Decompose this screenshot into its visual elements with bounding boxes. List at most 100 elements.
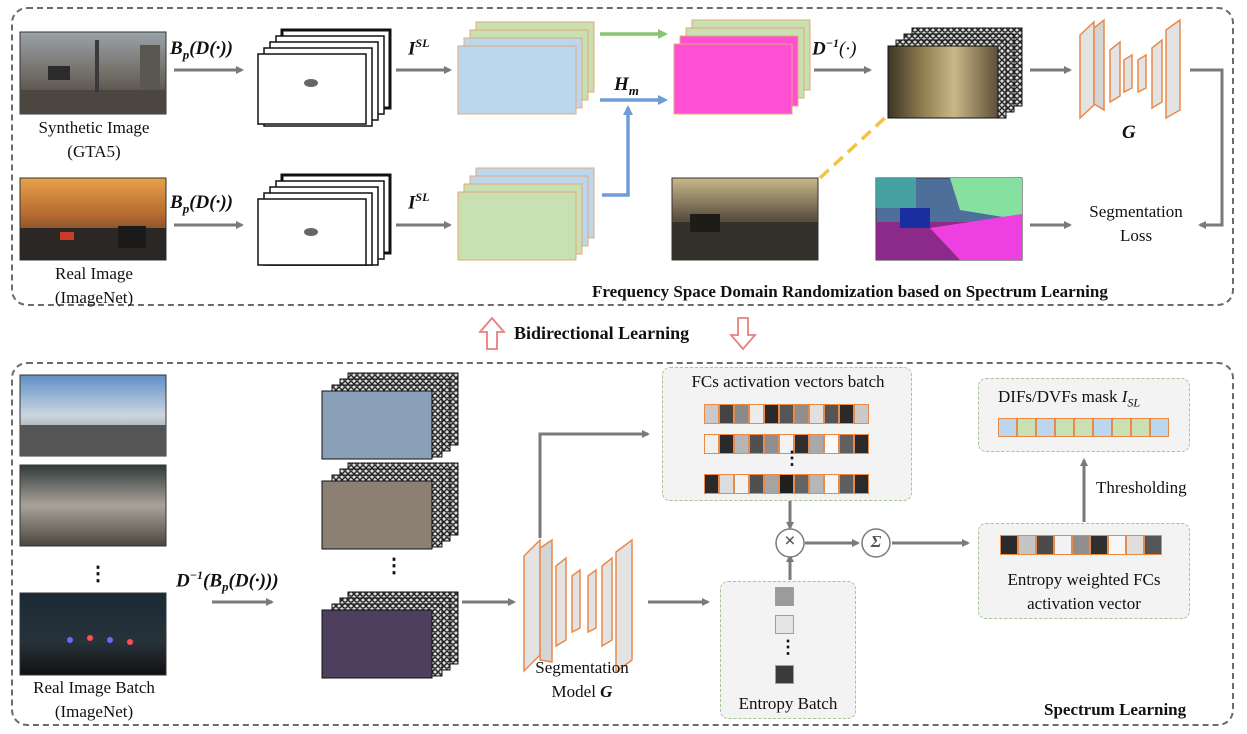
entropy-vector [775, 587, 795, 687]
op-full-rest-1: (B [203, 570, 223, 592]
entropy-cell [775, 587, 794, 606]
op-isl-symbol: I [408, 38, 416, 60]
synthetic-image-label: Synthetic Image (GTA5) [14, 116, 174, 164]
vector-cell [704, 434, 719, 454]
vector-cell [1072, 535, 1090, 555]
vector-cell [1090, 535, 1108, 555]
randomized-maps [673, 19, 811, 115]
seg-model-line2: Model G [512, 680, 652, 704]
vector-cell [824, 434, 839, 454]
vector-cell [779, 434, 794, 454]
op-full-rest-2: (D(·))) [228, 570, 279, 592]
op-full-sup: −1 [189, 568, 204, 582]
model-g-top [1079, 18, 1181, 120]
op-dinv-symbol: D [812, 38, 826, 60]
op-bp-bottom: Bp(D(·)) [170, 192, 233, 217]
op-dinv-rest: (·) [839, 38, 857, 60]
segmentation-map [875, 177, 1023, 261]
segmentation-model-label: Segmentation Model G [512, 656, 652, 704]
mask-sym: I [1121, 387, 1128, 406]
op-bp-sub: p [182, 46, 190, 62]
vector-cell [1150, 418, 1169, 437]
freq-maps-bottom [457, 167, 595, 261]
bottom-panel [11, 362, 1234, 726]
vector-cell [809, 404, 824, 424]
real-batch-label: Real Image Batch (ImageNet) [14, 676, 174, 724]
bottom-panel-title: Spectrum Learning [1044, 700, 1187, 719]
op-isl-bottom: ISL [408, 190, 429, 214]
arrow-blue-up [602, 105, 633, 197]
vector-cell [734, 404, 749, 424]
seg-loss-line2: Loss [1119, 226, 1153, 245]
op-bp-symbol: B [170, 192, 183, 213]
vector-cell [1036, 418, 1055, 437]
vector-cell [824, 404, 839, 424]
entropy-weighted-label: Entropy weighted FCs activation vector [978, 568, 1190, 616]
op-isl-top: ISL [408, 36, 429, 60]
vector-cell [704, 404, 719, 424]
spectrum-stack-bottom [257, 173, 392, 266]
seg-model-word: Model [551, 682, 596, 701]
vector-cell [1093, 418, 1112, 437]
vector-cell [749, 474, 764, 494]
op-bp-sub: p [182, 200, 190, 216]
sum-node [861, 528, 891, 558]
stack-dots: ⋮ [384, 555, 404, 577]
vector-cell [794, 434, 809, 454]
vector-cell [749, 404, 764, 424]
vector-cell [854, 434, 869, 454]
sum-symbol: Σ [870, 532, 882, 551]
seg-loss-line1: Segmentation [1089, 202, 1183, 221]
batch-dots: ⋮ [88, 563, 108, 585]
vector-cell [1017, 418, 1036, 437]
vector-cell [1018, 535, 1036, 555]
vector-cell [1108, 535, 1126, 555]
dashed-link [818, 113, 890, 180]
entropy-weighted-line2: activation vector [1027, 594, 1141, 613]
vector-cell [1131, 418, 1150, 437]
fcs-dots: ⋮ [783, 448, 801, 468]
vector-cell [734, 434, 749, 454]
vector-cell [1144, 535, 1162, 555]
processed-batch-stacks [321, 372, 459, 679]
vector-cell [1055, 418, 1074, 437]
real-label-line1: Real Image [55, 264, 133, 283]
mask-sub: SL [1127, 395, 1141, 410]
entropy-cell [775, 615, 794, 634]
vector-cell [749, 434, 764, 454]
entropy-weighted-line1: Entropy weighted FCs [1007, 570, 1161, 589]
op-hm-sub: m [628, 82, 639, 98]
vector-cell [809, 434, 824, 454]
vector-cell [794, 474, 809, 494]
vector-cell [764, 474, 779, 494]
segmentation-loss-label: Segmentation Loss [1066, 200, 1206, 248]
synthetic-label-line2: (GTA5) [67, 142, 121, 161]
synthetic-image [19, 31, 167, 115]
vector-cell [779, 474, 794, 494]
vector-cell [1126, 535, 1144, 555]
vector-cell [719, 404, 734, 424]
mask-label-text: DIFs/DVFs mask [998, 387, 1118, 406]
op-full: D−1(Bp(D(·))) [176, 568, 279, 595]
vector-cell [1112, 418, 1131, 437]
vector-cell [1036, 535, 1054, 555]
bidirectional-label: Bidirectional Learning [514, 323, 690, 343]
vector-cell [764, 434, 779, 454]
entropy-dots: ⋮ [779, 637, 797, 657]
reconstructed-stack [887, 27, 1023, 119]
fcs-batch-label: FCs activation vectors batch [691, 372, 885, 391]
entropy-cell [775, 665, 794, 684]
op-full-symbol: D [176, 570, 190, 592]
vector-cell [998, 418, 1017, 437]
mask-box [978, 378, 1190, 452]
vector-cell [719, 434, 734, 454]
fcs-vector-row [704, 474, 869, 494]
vector-cell [734, 474, 749, 494]
real-batch-line1: Real Image Batch [33, 678, 155, 697]
vector-cell [779, 404, 794, 424]
vector-cell [854, 404, 869, 424]
mask-vector [998, 418, 1169, 437]
multiply-symbol: × [784, 530, 796, 552]
vector-cell [839, 434, 854, 454]
op-isl-sup: SL [415, 190, 430, 204]
